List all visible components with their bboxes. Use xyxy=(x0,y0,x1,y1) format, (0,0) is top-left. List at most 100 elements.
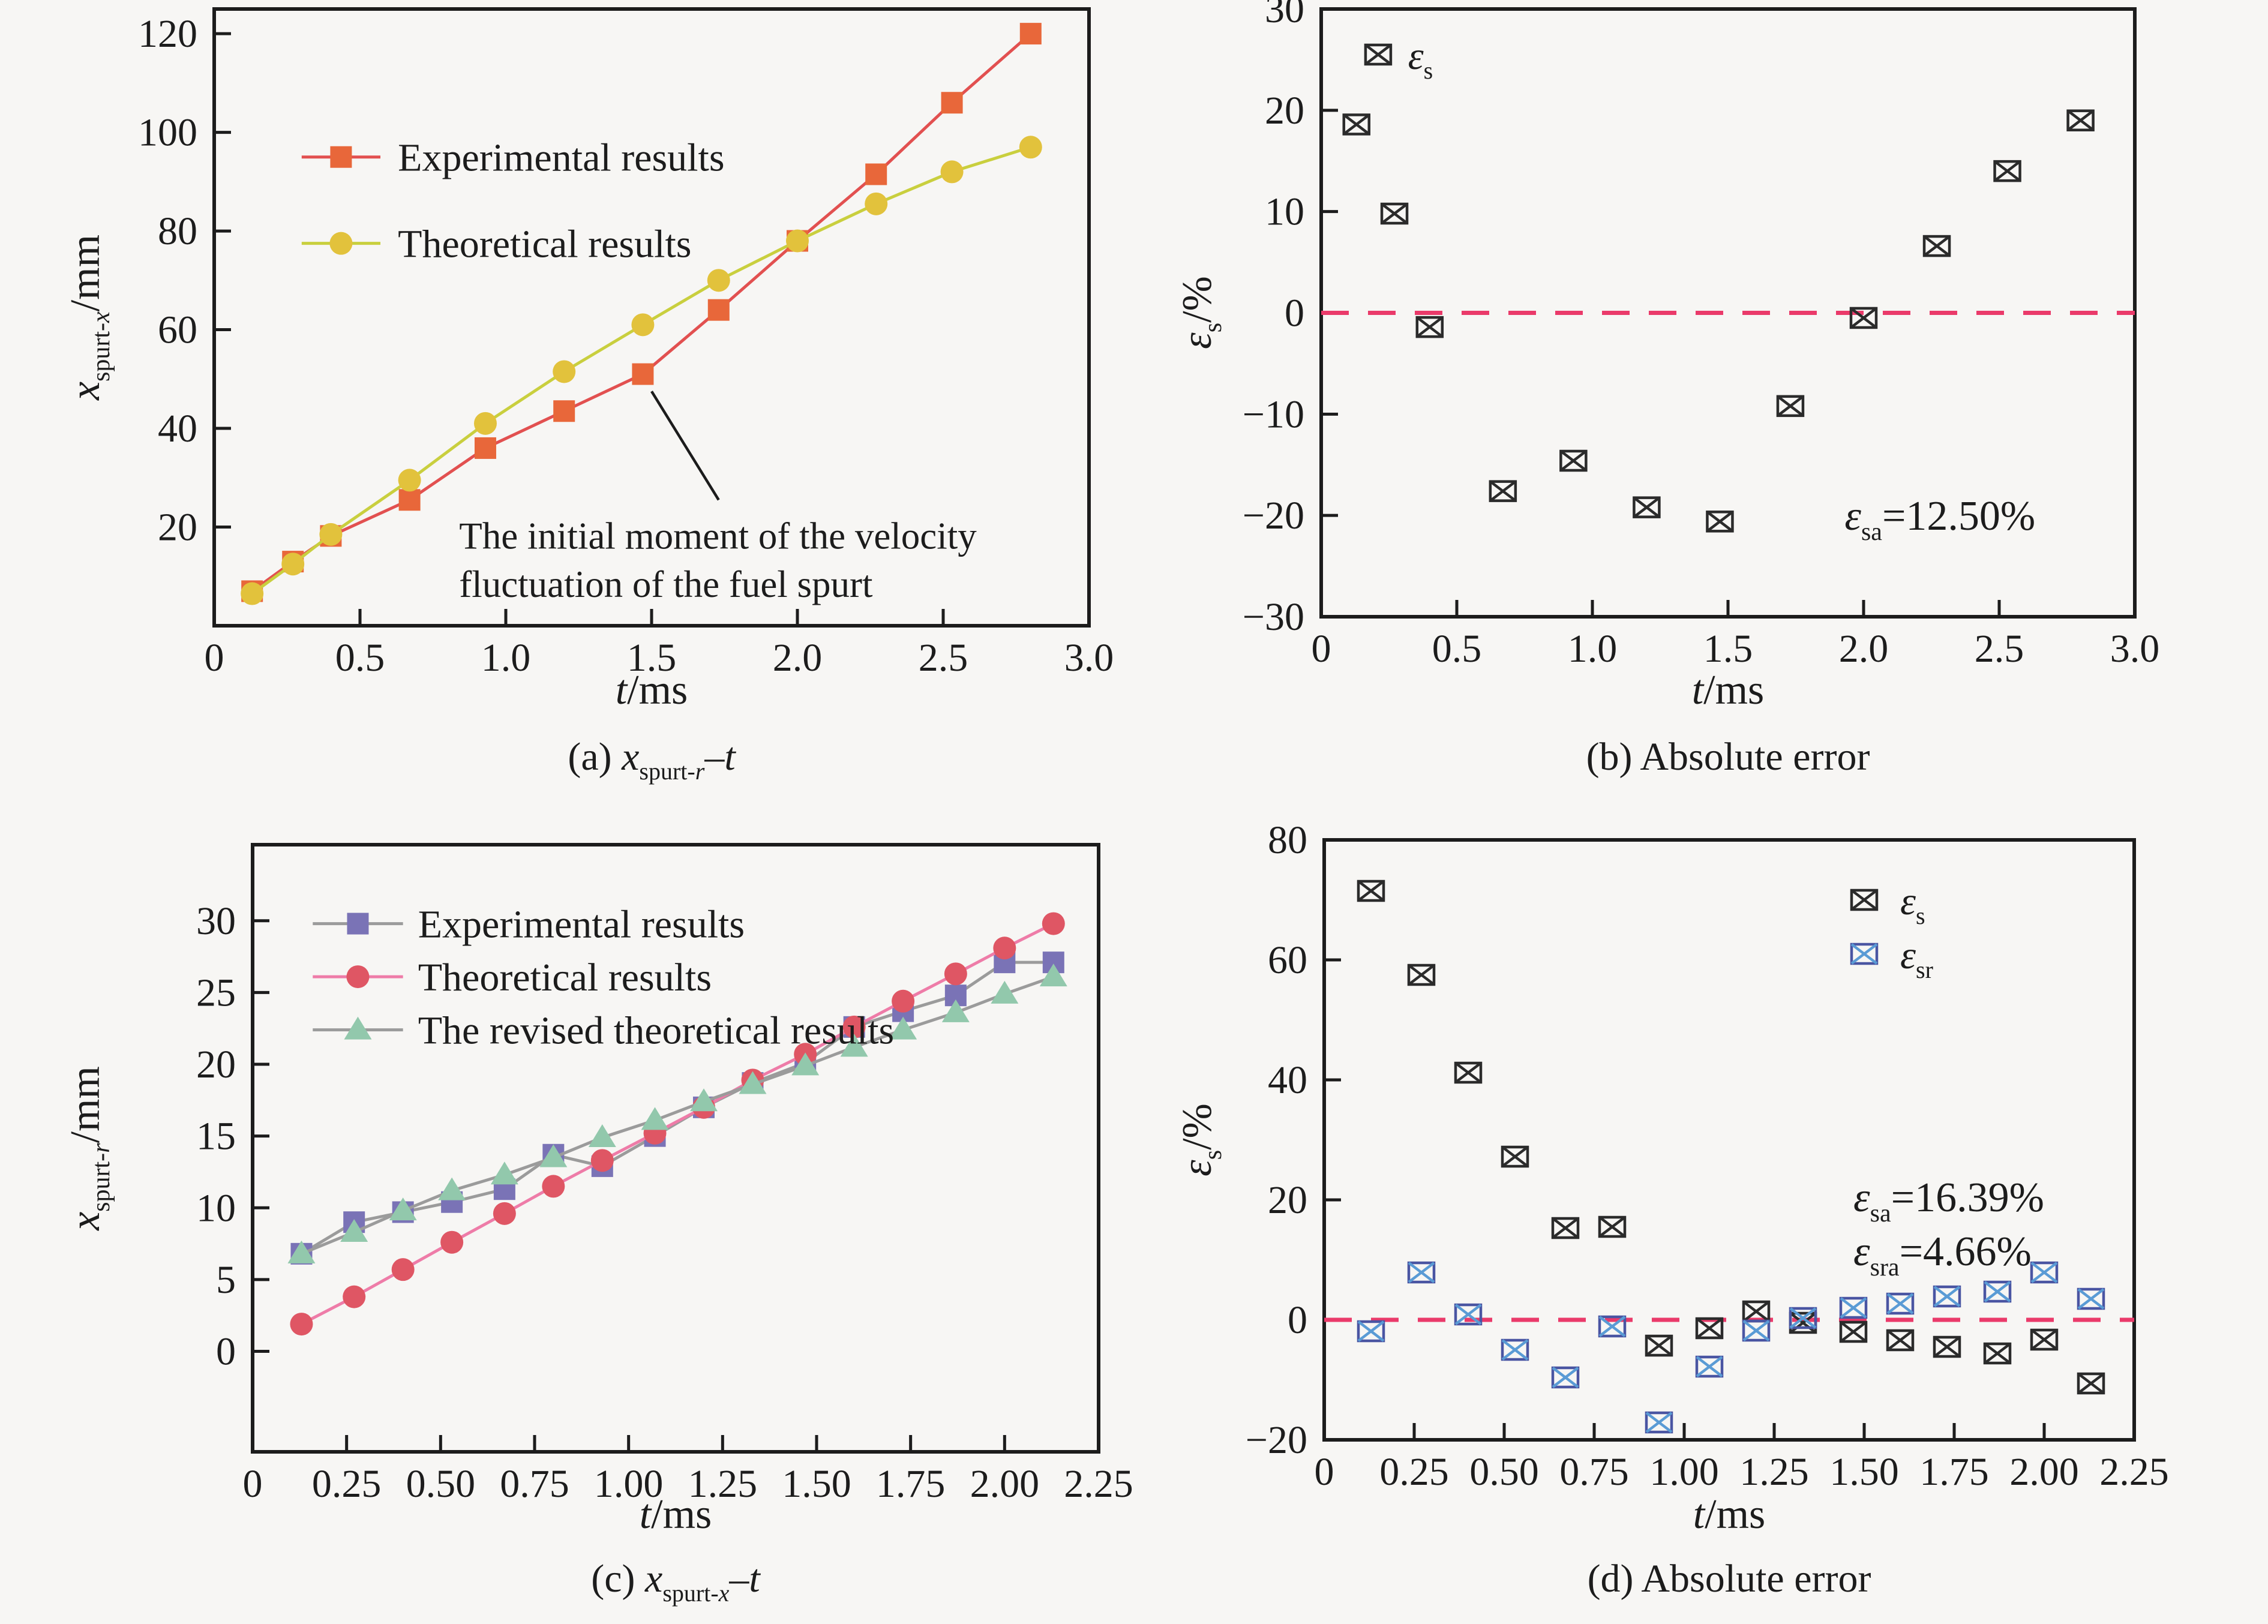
x-tick-label: 1.25 xyxy=(1739,1450,1809,1494)
boxx-marker xyxy=(1993,160,2021,182)
x-tick-label: 2.0 xyxy=(773,636,823,680)
triangle-marker xyxy=(344,1016,372,1040)
x-tick-label: 2.00 xyxy=(970,1462,1040,1506)
legend-label: Theoretical results xyxy=(398,223,691,266)
boxx-marker xyxy=(1407,963,1436,986)
boxx-marker xyxy=(1850,942,1879,965)
y-tick-label: 20 xyxy=(1268,1178,1307,1222)
x-tick-label: 3.0 xyxy=(2110,627,2160,671)
circle-marker xyxy=(440,1230,464,1254)
x-axis-label: t/ms xyxy=(1692,667,1765,713)
y-axis-label: εs/% xyxy=(1174,276,1227,349)
x-tick-label: 3.0 xyxy=(1064,636,1114,680)
legend: εs xyxy=(1364,34,1433,84)
legend-label: Experimental results xyxy=(418,903,745,947)
chart-panel-a: 0 0.5 1.0 1.5 2.0 2.5 3.0 20 40 60 80 100 120 Experim… xyxy=(0,0,1134,811)
boxx-marker xyxy=(2077,1287,2105,1310)
boxx-marker xyxy=(1695,1317,1724,1340)
legend-label: Experimental results xyxy=(398,136,724,180)
axis-ticks: 0 0.5 1.0 1.5 2.0 2.5 3.0 20 40 60 80 100 120 xyxy=(138,12,1114,680)
x-tick-label: 1.25 xyxy=(688,1462,758,1506)
circle-marker xyxy=(398,469,421,492)
x-axis-label: t/ms xyxy=(640,1491,712,1538)
series-the-revised-theoretical-results xyxy=(287,963,1067,1263)
x-tick-label: 2.5 xyxy=(1975,627,2024,671)
triangle-marker xyxy=(287,1240,316,1263)
y-tick-label: −20 xyxy=(1246,1418,1307,1462)
y-tick-label: 30 xyxy=(196,899,236,943)
circle-marker xyxy=(241,582,264,605)
circle-marker xyxy=(707,269,730,292)
boxx-marker xyxy=(1489,480,1517,502)
square-marker xyxy=(1019,23,1042,45)
boxx-marker xyxy=(1454,1303,1483,1326)
y-tick-label: 20 xyxy=(196,1043,236,1086)
boxx-marker xyxy=(1789,1307,1817,1329)
legend-label: Theoretical results xyxy=(418,956,712,999)
circle-marker xyxy=(391,1258,415,1281)
triangle-marker xyxy=(539,1144,568,1167)
boxx-marker xyxy=(1839,1296,1868,1319)
circle-marker xyxy=(892,989,915,1013)
y-tick-label: 80 xyxy=(158,209,197,253)
x-tick-label: 0.75 xyxy=(1559,1450,1629,1494)
y-axis-label: εs/% xyxy=(1174,1103,1227,1176)
y-tick-label: 0 xyxy=(216,1330,236,1374)
square-marker xyxy=(398,489,421,511)
y-tick-label: 10 xyxy=(1265,190,1304,234)
circle-marker xyxy=(590,1149,614,1172)
boxx-marker xyxy=(1645,1334,1673,1357)
y-tick-label: 60 xyxy=(158,308,197,352)
x-tick-label: 2.00 xyxy=(2009,1450,2079,1494)
boxx-marker xyxy=(1407,1261,1436,1284)
circle-marker xyxy=(281,553,305,576)
annotation-text: The initial moment of the velocity xyxy=(459,515,977,557)
series-epsilon-s xyxy=(1357,879,2105,1395)
x-tick-label: 1.5 xyxy=(1703,627,1753,671)
y-tick-label: 80 xyxy=(1268,818,1307,862)
circle-marker xyxy=(865,192,888,215)
circle-marker xyxy=(319,523,343,546)
x-tick-label: 0.50 xyxy=(406,1462,476,1506)
x-tick-label: 1.0 xyxy=(1568,627,1618,671)
square-marker xyxy=(553,400,575,422)
triangle-marker xyxy=(641,1107,669,1130)
boxx-marker xyxy=(1695,1355,1724,1378)
boxx-marker xyxy=(1501,1145,1529,1168)
x-tick-label: 2.0 xyxy=(1839,627,1889,671)
square-marker xyxy=(330,146,352,168)
axis-ticks: 0 0.25 0.50 0.75 1.00 1.25 1.50 1.75 2.00 2.25 0 5 1… xyxy=(196,899,1133,1506)
x-tick-label: 0.5 xyxy=(335,636,385,680)
circle-marker xyxy=(473,412,497,435)
y-tick-label: 20 xyxy=(1265,89,1304,133)
y-tick-label: 20 xyxy=(158,506,197,550)
boxx-marker xyxy=(1559,449,1588,472)
boxx-marker xyxy=(1742,1319,1771,1342)
x-tick-label: 2.25 xyxy=(2099,1450,2169,1494)
boxx-marker xyxy=(1933,1335,1961,1358)
x-tick-label: 1.00 xyxy=(1649,1450,1719,1494)
square-marker xyxy=(865,163,887,185)
boxx-marker xyxy=(1886,1292,1915,1315)
y-tick-label: −30 xyxy=(1243,595,1304,639)
series-epsilon-s xyxy=(1342,109,2095,533)
axis-ticks: 0 0.25 0.50 0.75 1.00 1.25 1.50 1.75 2.00 2.25 −20… xyxy=(1246,818,2169,1494)
y-tick-label: 120 xyxy=(138,12,197,56)
chart-a: 0 0.5 1.0 1.5 2.0 2.5 3.0 20 40 60 80 100 120 Experim… xyxy=(62,7,1114,785)
x-tick-label: 0.25 xyxy=(312,1462,382,1506)
chart-d: 0 0.25 0.50 0.75 1.00 1.25 1.50 1.75 2.00 2.25 −20… xyxy=(1174,818,2169,1601)
chart-panel-c: 0 0.25 0.50 0.75 1.00 1.25 1.50 1.75 2.00 2.25 0 5 1… xyxy=(0,811,1134,1621)
legend: Experimental results Theoretical results xyxy=(301,136,725,266)
boxx-marker xyxy=(1789,1311,1817,1334)
circle-marker xyxy=(329,232,353,255)
triangle-marker xyxy=(588,1124,616,1148)
boxx-marker xyxy=(1364,43,1393,66)
boxx-marker xyxy=(1776,395,1805,418)
boxx-marker xyxy=(1454,1061,1483,1084)
y-tick-label: 5 xyxy=(216,1258,236,1302)
triangle-marker xyxy=(490,1161,518,1185)
boxx-marker xyxy=(1551,1217,1580,1239)
circle-marker xyxy=(290,1313,313,1336)
legend-label: The revised theoretical results xyxy=(418,1009,895,1053)
